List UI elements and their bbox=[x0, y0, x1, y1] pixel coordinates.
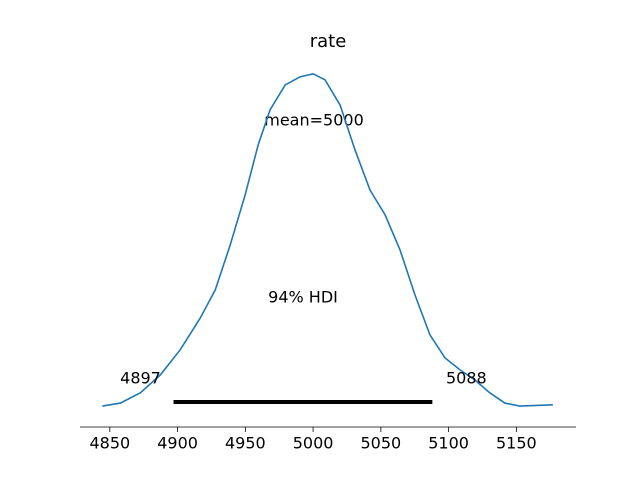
x-tick-label: 4950 bbox=[225, 434, 266, 453]
x-tick-label: 4900 bbox=[157, 434, 198, 453]
hdi-label: 94% HDI bbox=[268, 288, 338, 307]
chart-title: rate bbox=[310, 31, 347, 52]
x-tick-label: 5000 bbox=[293, 434, 334, 453]
hdi-low-label: 4897 bbox=[120, 369, 161, 388]
density-line bbox=[102, 72, 553, 407]
x-tick-label: 4850 bbox=[89, 434, 130, 453]
x-tick-label: 5050 bbox=[360, 434, 401, 453]
x-tick-label: 5100 bbox=[428, 434, 469, 453]
x-tick-label: 5150 bbox=[496, 434, 537, 453]
mean-label: mean=5000 bbox=[264, 111, 364, 130]
hdi-high-label: 5088 bbox=[446, 369, 487, 388]
